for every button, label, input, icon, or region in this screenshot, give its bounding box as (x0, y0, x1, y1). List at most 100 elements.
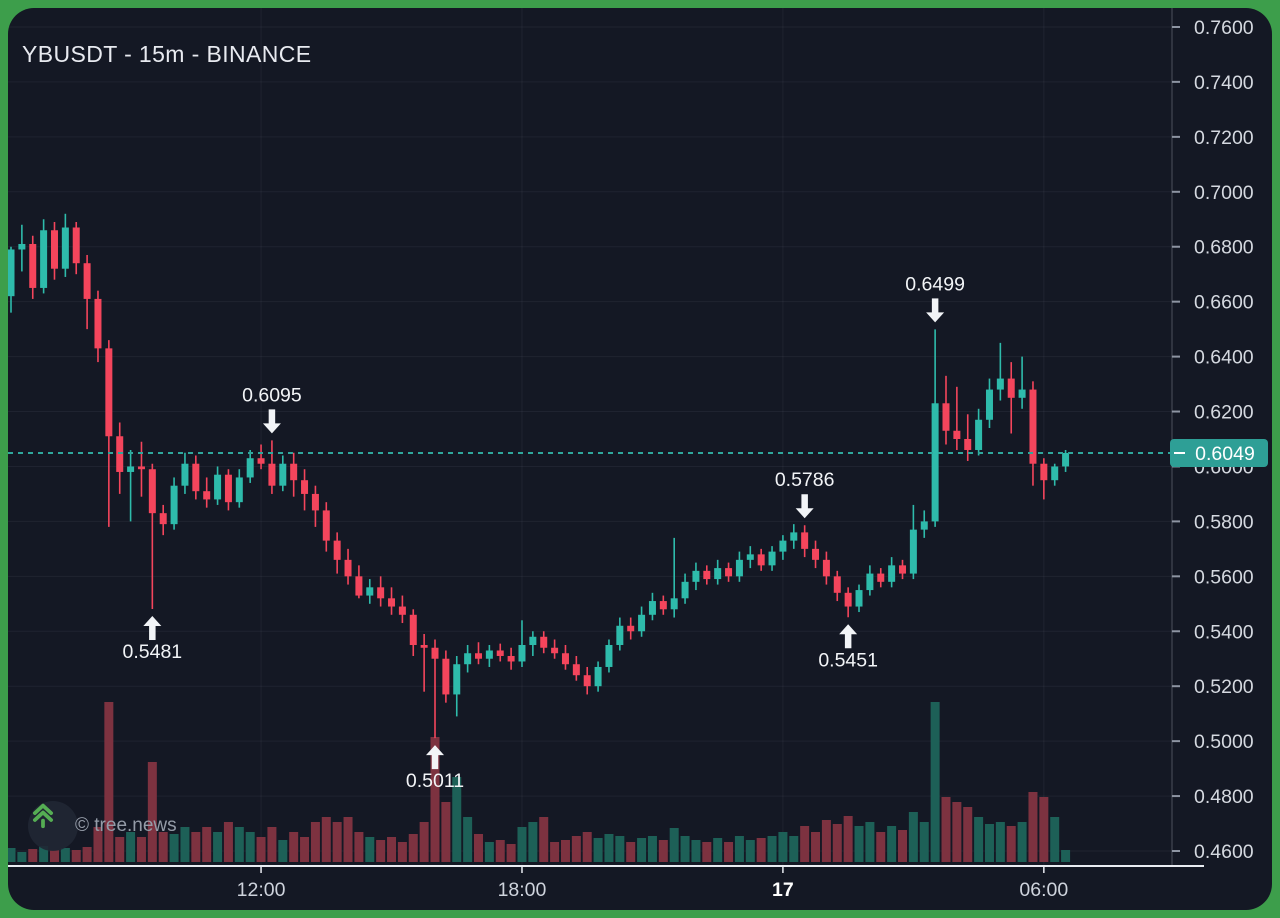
candle (1029, 389, 1037, 464)
candle (931, 403, 939, 522)
candle (366, 587, 374, 596)
volume-bar (343, 817, 353, 862)
price-annotations: 0.5481 0.6095 0.5011 0.5786 0.5451 0.6499 (123, 273, 965, 792)
volume-bar (147, 762, 157, 862)
price-axis[interactable]: 0.7600 0.7400 0.7200 0.7000 0.6800 0.6600 0.64… (1172, 17, 1254, 863)
candle (996, 378, 1004, 390)
price-tick-label: 0.6800 (1194, 237, 1254, 259)
candle (659, 601, 667, 610)
current-price-label: 0.6049 (1170, 439, 1268, 468)
candle (638, 614, 646, 632)
volume-bar (104, 702, 114, 862)
candle (964, 439, 972, 450)
price-tick-label: 0.7200 (1194, 127, 1254, 149)
candle (540, 636, 548, 648)
price-tick-label: 0.5800 (1194, 511, 1254, 533)
price-tick-label: 0.5600 (1194, 566, 1254, 588)
watermark: © tree.news (28, 800, 177, 852)
price-tick-label: 0.7000 (1194, 182, 1254, 204)
candle (311, 493, 319, 511)
volume-bar (724, 842, 734, 862)
candle (159, 513, 167, 525)
volume-bar (60, 848, 70, 862)
volume-bar (691, 840, 701, 862)
candle (29, 243, 37, 288)
volume-bar (473, 834, 483, 862)
volume-bar (615, 836, 625, 862)
candles-series (8, 213, 1070, 739)
volume-bar (310, 822, 320, 862)
volume-bar (267, 827, 277, 862)
volume-bar (843, 816, 853, 862)
candle (170, 485, 178, 525)
volume-bar (571, 836, 581, 862)
volume-bar (213, 832, 223, 862)
volume-bar (811, 832, 821, 862)
arrow-up-icon (839, 624, 858, 635)
candle (127, 466, 135, 472)
candle (583, 675, 591, 687)
candle (855, 590, 863, 607)
volume-bar (202, 827, 212, 862)
candlestick-chart-canvas[interactable]: 0.7600 0.7400 0.7200 0.7000 0.6800 0.6600 0.64… (8, 8, 1272, 910)
price-tick-label: 0.5400 (1194, 621, 1254, 643)
volume-bar (984, 824, 994, 862)
svg-text:0.6049: 0.6049 (1195, 443, 1255, 465)
candle (137, 466, 145, 470)
candle (485, 650, 493, 659)
volume-bar (539, 817, 549, 862)
volume-pane (8, 702, 1071, 862)
volume-bar (419, 822, 429, 862)
annotation-price-text: 0.5451 (818, 649, 878, 671)
volume-bar (637, 838, 647, 862)
candle (290, 463, 298, 481)
price-tick-label: 0.7600 (1194, 17, 1254, 39)
volume-bar (734, 836, 744, 862)
candle (899, 565, 907, 574)
volume-bar (963, 807, 973, 862)
volume-bar (430, 737, 440, 862)
volume-bar (647, 836, 657, 862)
candle (257, 458, 265, 464)
volume-bar (49, 850, 59, 862)
volume-bar (756, 838, 766, 862)
candle (725, 568, 733, 577)
candle (18, 243, 26, 250)
volume-bar (832, 824, 842, 862)
price-tick-label: 0.4800 (1194, 786, 1254, 808)
volume-bar (365, 837, 375, 862)
annotation-price-text: 0.5481 (123, 641, 183, 663)
candle (464, 653, 472, 665)
candle (920, 521, 928, 530)
volume-bar (506, 844, 516, 862)
volume-bar (408, 834, 418, 862)
chart-title: YBUSDT - 15m - BINANCE (22, 41, 312, 67)
candle (833, 576, 841, 593)
volume-bar (713, 838, 723, 862)
candle (61, 227, 69, 269)
candle (192, 463, 200, 492)
candle (279, 463, 287, 486)
volume-bar (93, 827, 103, 862)
price-annotation: 0.5011 (406, 745, 464, 792)
volume-bar (865, 822, 875, 862)
time-axis[interactable]: 12:00 18:00 17 06:00 (237, 866, 1069, 901)
volume-bar (376, 840, 386, 862)
candle (496, 650, 504, 656)
volume-bar (191, 832, 201, 862)
candle (322, 510, 330, 541)
candle (453, 664, 461, 695)
time-tick-label: 12:00 (237, 879, 286, 901)
volume-bar (974, 817, 984, 862)
watermark-text: © tree.news (75, 815, 177, 836)
volume-bar (495, 840, 505, 862)
volume-bar (941, 797, 951, 862)
candle (94, 298, 102, 349)
candle (605, 645, 613, 667)
volume-bar (39, 846, 49, 862)
time-tick-label: 17 (772, 879, 794, 901)
volume-bar (1050, 817, 1060, 862)
candle (8, 249, 15, 297)
candle (333, 540, 341, 560)
volume-bar (441, 802, 451, 862)
